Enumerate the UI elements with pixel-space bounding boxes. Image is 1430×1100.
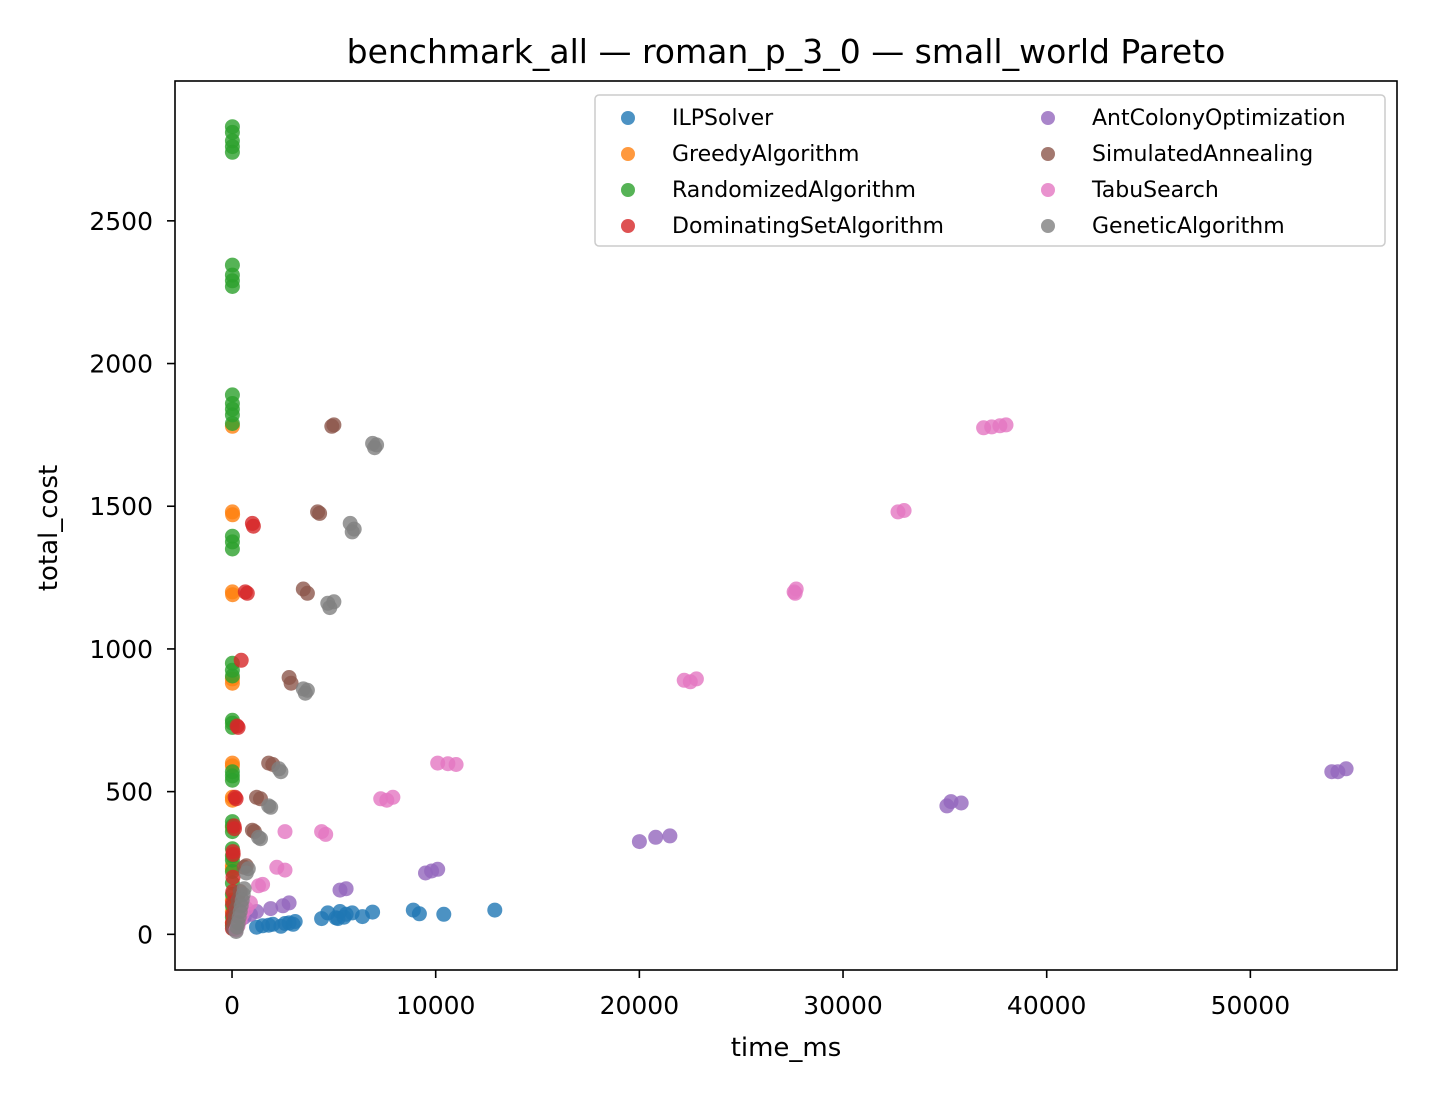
data-point <box>385 789 401 805</box>
data-point <box>299 585 315 601</box>
series-SimulatedAnnealing <box>225 417 342 937</box>
plot-area-frame <box>174 80 1398 971</box>
data-point <box>225 869 241 885</box>
data-point <box>411 906 427 922</box>
data-point <box>277 824 293 840</box>
data-point <box>228 791 244 807</box>
series-ILPSolver <box>249 902 503 935</box>
y-axis-label: total_cost <box>34 465 64 591</box>
data-point <box>430 861 446 877</box>
x-axis: 0 10000 20000 30000 40000 50000 <box>224 970 1290 1020</box>
series-AntColonyOptimization <box>226 761 1354 937</box>
y-tick-label: 0 <box>137 920 153 949</box>
x-tick-label: 0 <box>224 991 240 1020</box>
series-GeneticAlgorithm <box>228 435 385 939</box>
data-point <box>224 668 240 684</box>
data-point <box>367 440 383 456</box>
points-layer <box>224 119 1354 939</box>
data-point <box>436 906 452 922</box>
data-point <box>281 895 297 911</box>
data-point <box>285 916 301 932</box>
legend-marker <box>1041 219 1055 233</box>
y-tick-label: 2000 <box>89 350 153 379</box>
legend-marker <box>1041 147 1055 161</box>
data-point <box>336 909 352 925</box>
data-point <box>365 904 381 920</box>
data-point <box>225 587 241 603</box>
data-point <box>263 799 279 815</box>
data-point <box>273 764 289 780</box>
data-point <box>312 505 328 521</box>
y-tick-label: 2500 <box>89 207 153 236</box>
chart-title: benchmark_all — roman_p_3_0 — small_worl… <box>347 32 1226 71</box>
data-point <box>227 821 242 837</box>
data-point <box>245 518 261 534</box>
data-point <box>297 685 313 701</box>
data-point <box>224 416 240 431</box>
x-tick-label: 10000 <box>396 991 476 1020</box>
data-point <box>896 503 912 518</box>
legend-entry: TabuSearch <box>1091 178 1219 203</box>
data-point <box>648 829 664 845</box>
x-tick-label: 30000 <box>803 991 883 1020</box>
data-point <box>283 675 299 691</box>
legend: ILPSolver GreedyAlgorithm RandomizedAlgori… <box>594 94 1386 247</box>
data-point <box>253 831 268 847</box>
legend-entry: AntColonyOptimization <box>1092 106 1346 131</box>
legend-marker <box>621 147 635 161</box>
series-RandomizedAlgorithm <box>224 119 240 934</box>
x-axis-label: time_ms <box>731 1033 842 1063</box>
legend-entry: ILPSolver <box>672 106 774 131</box>
data-point <box>998 417 1014 433</box>
data-point <box>338 881 354 897</box>
data-point <box>326 417 342 433</box>
data-point <box>662 828 678 844</box>
data-point <box>225 507 241 523</box>
legend-marker <box>621 111 635 125</box>
legend-box <box>594 94 1386 247</box>
x-tick-label: 40000 <box>1007 991 1087 1020</box>
data-point <box>448 757 464 772</box>
x-tick-label: 50000 <box>1211 991 1291 1020</box>
data-point <box>263 901 279 917</box>
data-point <box>277 862 293 878</box>
data-point <box>688 671 704 687</box>
data-point <box>344 524 360 540</box>
data-point <box>1338 761 1354 777</box>
data-point <box>787 585 803 601</box>
legend-entry: RandomizedAlgorithm <box>672 178 916 203</box>
data-point <box>238 865 254 881</box>
data-point <box>228 924 244 939</box>
legend-marker <box>1041 111 1055 125</box>
series-TabuSearch <box>228 417 1014 938</box>
data-point <box>224 772 240 788</box>
data-point <box>487 902 503 918</box>
data-point <box>322 600 338 616</box>
y-axis: 0 500 1000 1500 2000 2500 <box>89 207 175 949</box>
data-point <box>251 878 266 894</box>
y-tick-label: 500 <box>105 778 153 807</box>
data-point <box>230 719 246 735</box>
data-point <box>631 834 647 850</box>
data-point <box>261 917 277 933</box>
data-point <box>224 144 240 160</box>
legend-entry: GreedyAlgorithm <box>672 142 859 167</box>
data-point <box>239 585 255 601</box>
legend-entry: SimulatedAnnealing <box>1092 142 1313 167</box>
x-tick-label: 20000 <box>600 991 680 1020</box>
legend-marker <box>621 183 635 197</box>
legend-marker <box>1041 183 1055 197</box>
legend-entry: DominatingSetAlgorithm <box>672 214 944 239</box>
legend-entry: GeneticAlgorithm <box>1092 214 1285 239</box>
y-tick-label: 1500 <box>89 492 153 521</box>
data-point <box>224 279 240 294</box>
legend-marker <box>621 219 635 233</box>
data-point <box>224 541 240 557</box>
data-point <box>953 795 969 811</box>
data-point <box>318 826 334 842</box>
y-tick-label: 1000 <box>89 635 153 664</box>
data-point <box>233 652 249 668</box>
data-point <box>225 846 241 862</box>
